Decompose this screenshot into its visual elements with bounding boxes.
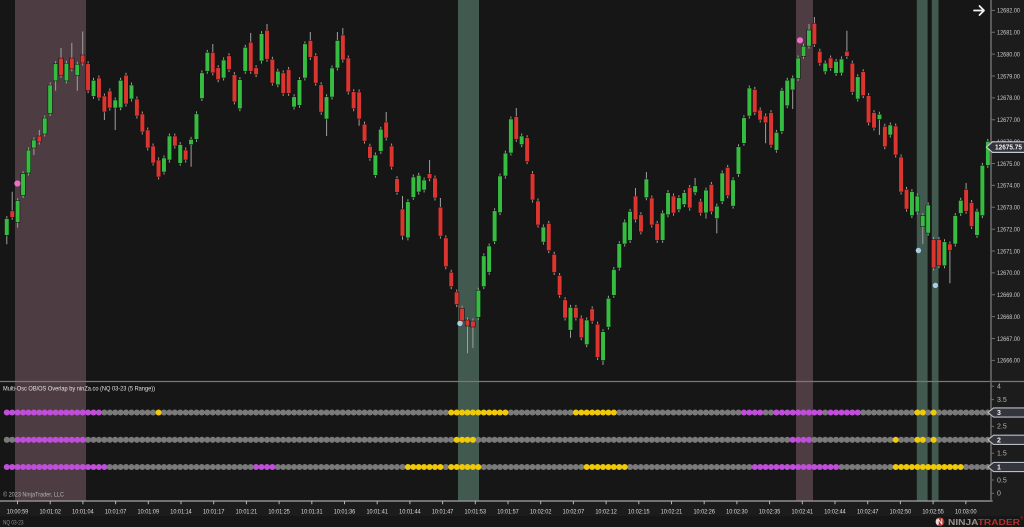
svg-text:12669.00: 12669.00 — [997, 292, 1020, 299]
svg-text:3: 3 — [997, 410, 1001, 417]
svg-text:10:02:55: 10:02:55 — [922, 508, 944, 515]
svg-text:10:01:07: 10:01:07 — [105, 508, 127, 515]
svg-text:1.5: 1.5 — [997, 451, 1007, 458]
svg-text:Multi-Osc OB/OS Overlap by nin: Multi-Osc OB/OS Overlap by ninZa.co (NQ … — [3, 386, 155, 393]
svg-text:10:02:15: 10:02:15 — [628, 508, 650, 515]
svg-text:12674.00: 12674.00 — [997, 183, 1020, 190]
svg-text:2.5: 2.5 — [997, 424, 1007, 431]
svg-text:10:02:07: 10:02:07 — [563, 508, 585, 515]
svg-text:10:02:47: 10:02:47 — [857, 508, 879, 515]
svg-text:1: 1 — [997, 465, 1001, 472]
svg-text:12666.00: 12666.00 — [997, 358, 1020, 365]
svg-text:12675.75: 12675.75 — [995, 145, 1022, 152]
svg-text:12667.00: 12667.00 — [997, 336, 1020, 343]
svg-text:10:01:17: 10:01:17 — [203, 508, 225, 515]
svg-text:10:01:21: 10:01:21 — [236, 508, 258, 515]
svg-text:10:01:53: 10:01:53 — [465, 508, 487, 515]
svg-text:10:03:00: 10:03:00 — [955, 508, 977, 515]
svg-text:12677.00: 12677.00 — [997, 117, 1020, 124]
svg-text:3.5: 3.5 — [997, 397, 1007, 404]
svg-text:10:00:59: 10:00:59 — [7, 508, 29, 515]
svg-text:10:02:21: 10:02:21 — [661, 508, 683, 515]
svg-text:10:01:14: 10:01:14 — [170, 508, 192, 515]
svg-text:10:01:09: 10:01:09 — [138, 508, 160, 515]
svg-text:12679.00: 12679.00 — [997, 73, 1020, 80]
svg-text:12680.00: 12680.00 — [997, 51, 1020, 58]
svg-text:12673.00: 12673.00 — [997, 205, 1020, 212]
svg-text:10:01:25: 10:01:25 — [268, 508, 290, 515]
svg-text:®: ® — [1020, 515, 1024, 521]
svg-text:0: 0 — [997, 491, 1001, 498]
svg-text:10:01:36: 10:01:36 — [334, 508, 356, 515]
svg-text:12682.00: 12682.00 — [997, 8, 1020, 15]
svg-text:10:02:44: 10:02:44 — [824, 508, 846, 515]
svg-text:12672.00: 12672.00 — [997, 227, 1020, 234]
svg-text:NQ 03-23: NQ 03-23 — [3, 519, 24, 526]
svg-text:12668.00: 12668.00 — [997, 314, 1020, 321]
svg-text:10:02:12: 10:02:12 — [595, 508, 617, 515]
svg-text:4: 4 — [997, 384, 1001, 391]
svg-text:10:02:35: 10:02:35 — [759, 508, 781, 515]
svg-text:© 2023 NinjaTrader, LLC: © 2023 NinjaTrader, LLC — [3, 491, 64, 498]
svg-text:10:02:50: 10:02:50 — [890, 508, 912, 515]
svg-text:0.5: 0.5 — [997, 477, 1007, 484]
svg-text:10:01:02: 10:01:02 — [39, 508, 61, 515]
svg-text:10:01:04: 10:01:04 — [72, 508, 94, 515]
svg-text:12681.00: 12681.00 — [997, 30, 1020, 37]
svg-text:10:01:31: 10:01:31 — [301, 508, 323, 515]
svg-text:10:02:02: 10:02:02 — [530, 508, 552, 515]
svg-text:10:02:41: 10:02:41 — [792, 508, 814, 515]
svg-text:12675.00: 12675.00 — [997, 161, 1020, 168]
svg-text:12678.00: 12678.00 — [997, 95, 1020, 102]
svg-text:10:01:44: 10:01:44 — [399, 508, 421, 515]
svg-text:12671.00: 12671.00 — [997, 248, 1020, 255]
svg-text:10:02:26: 10:02:26 — [693, 508, 715, 515]
svg-text:2: 2 — [997, 437, 1001, 444]
svg-text:10:01:41: 10:01:41 — [366, 508, 388, 515]
svg-text:10:01:47: 10:01:47 — [432, 508, 454, 515]
svg-text:10:02:30: 10:02:30 — [726, 508, 748, 515]
svg-text:12670.00: 12670.00 — [997, 270, 1020, 277]
svg-text:10:01:57: 10:01:57 — [497, 508, 519, 515]
